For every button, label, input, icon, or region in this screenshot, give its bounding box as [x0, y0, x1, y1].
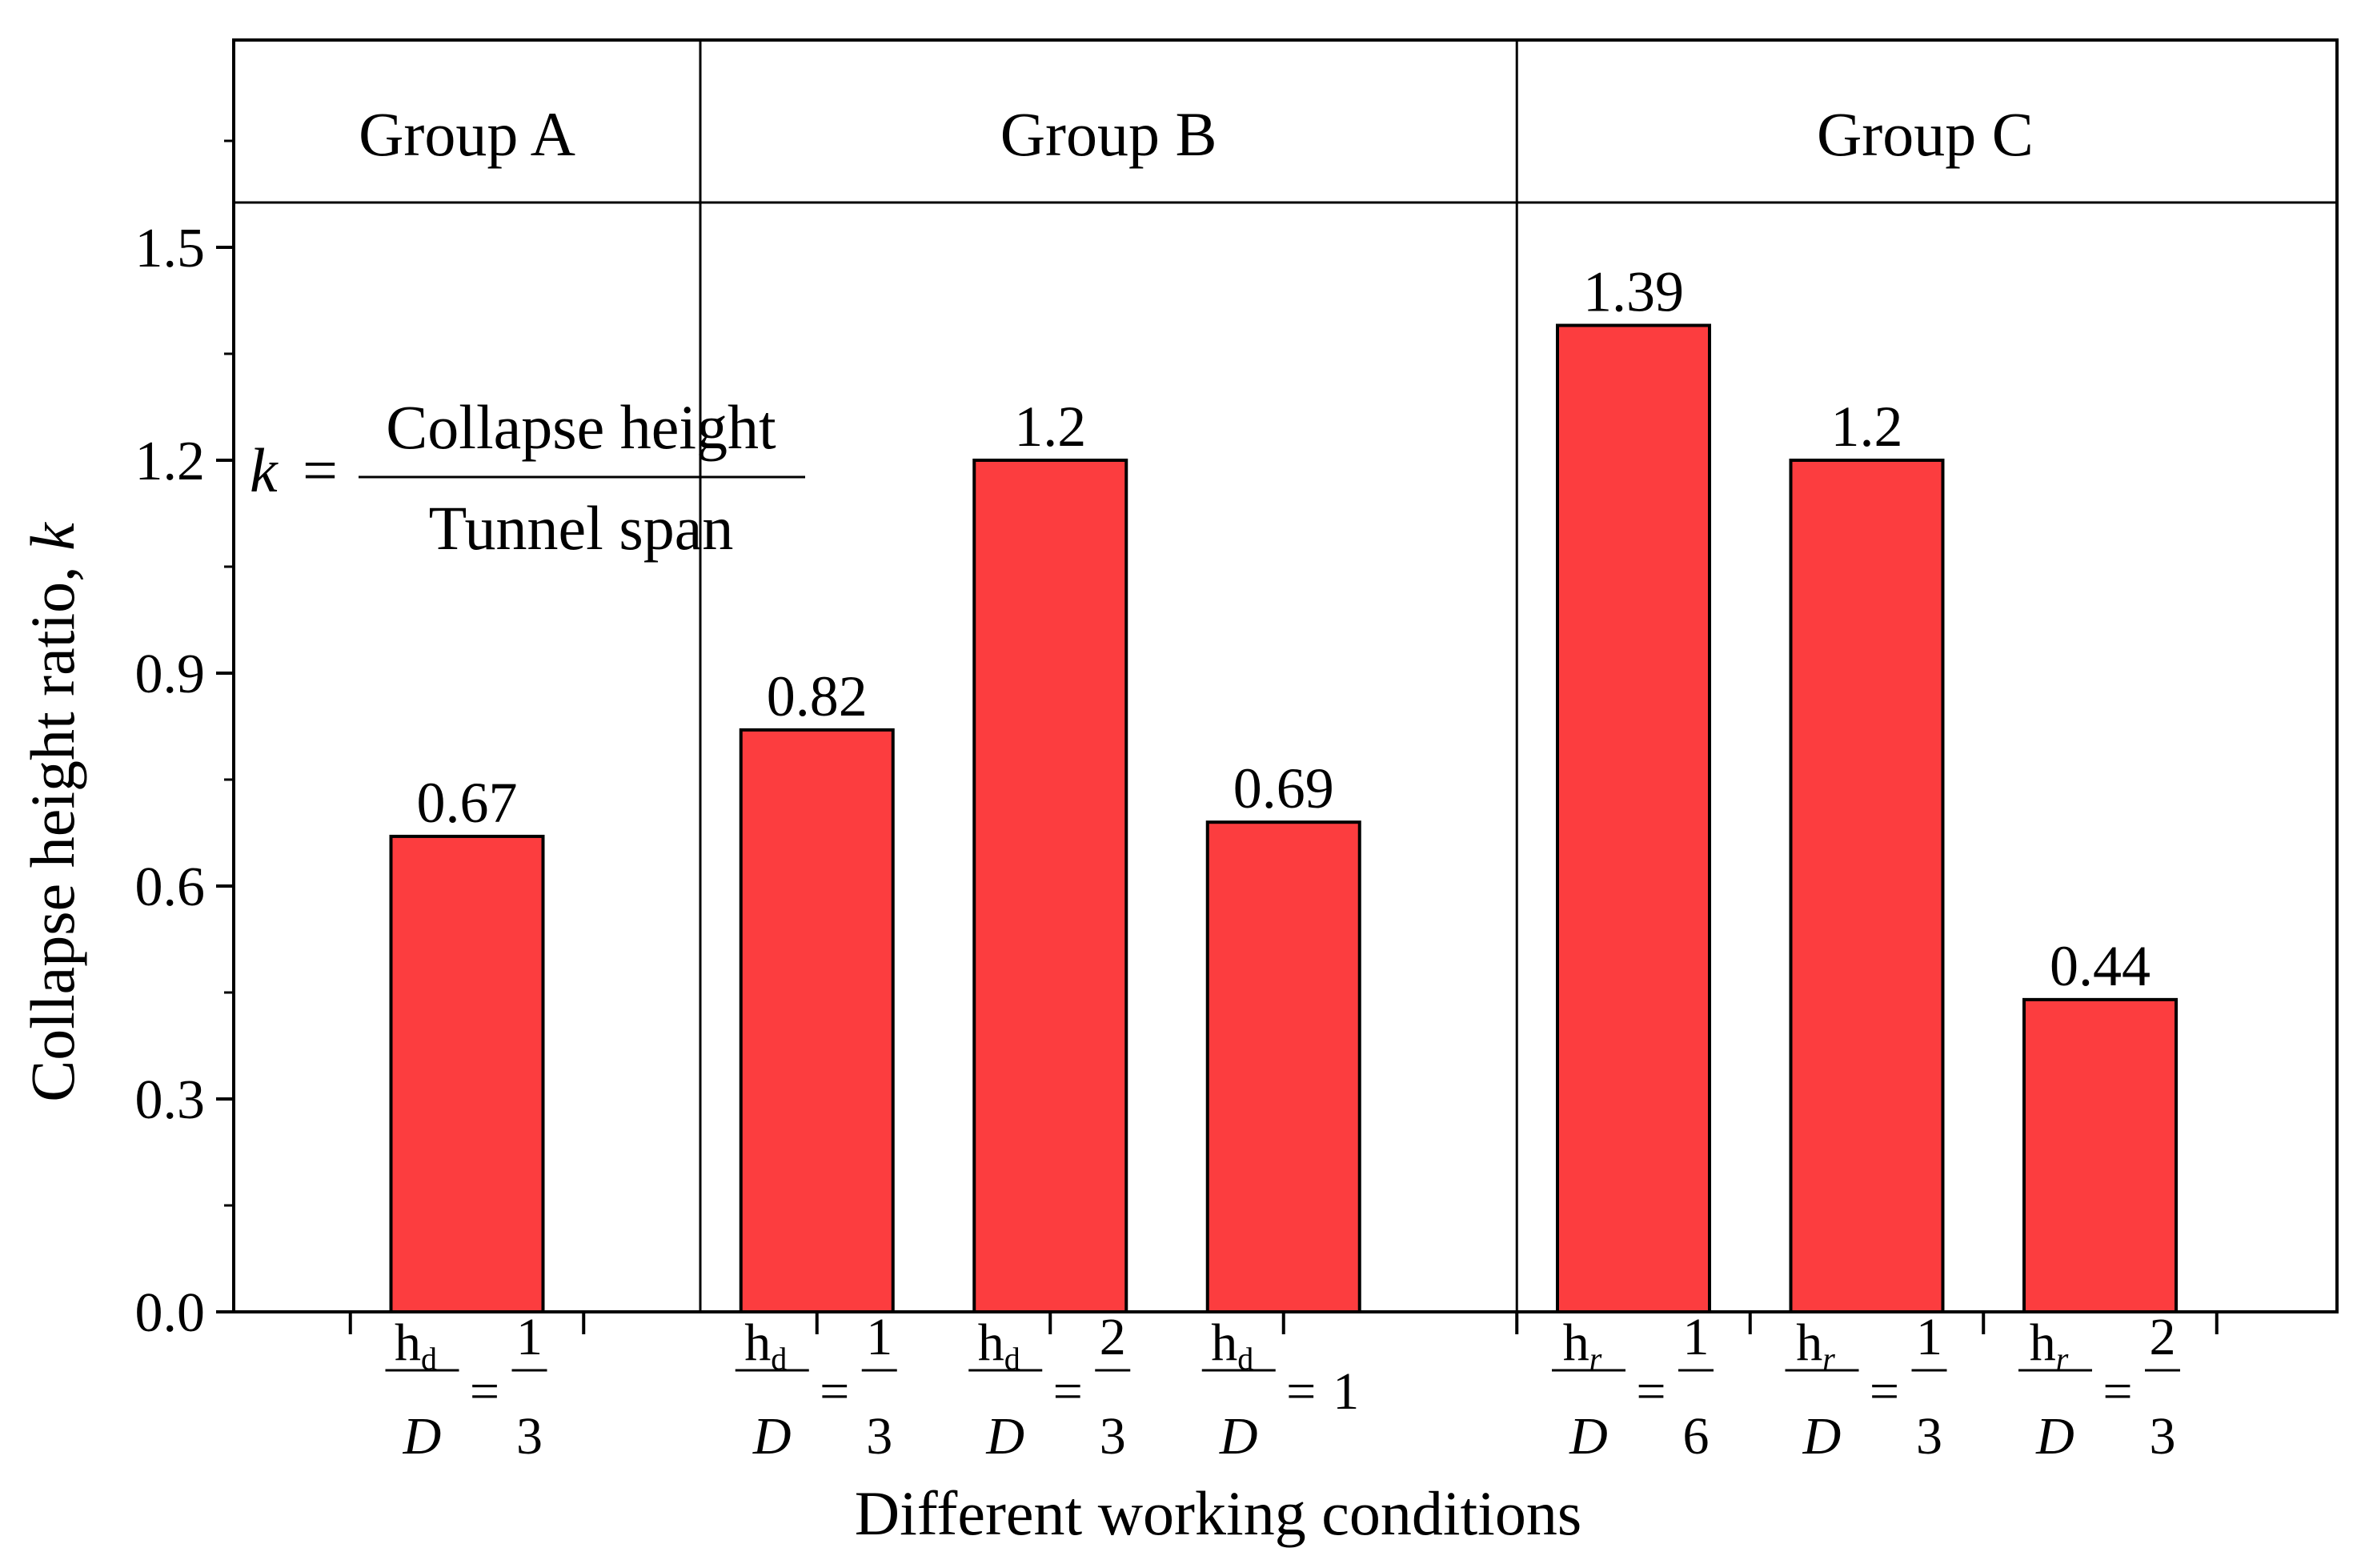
- k-definition-formula: k = Collapse height Tunnel span: [250, 392, 805, 563]
- fraction-numerator: hr: [1563, 1313, 1602, 1377]
- rhs-numerator: 1: [866, 1308, 892, 1366]
- formula-numerator: Collapse height: [386, 392, 776, 462]
- rhs-numerator: 1: [516, 1308, 543, 1366]
- bar: [739, 728, 895, 1313]
- equals-sign: =: [1053, 1362, 1083, 1421]
- x-category-label: hr D = 2 3: [2018, 1308, 2180, 1466]
- formula-lhs: k: [250, 435, 279, 505]
- bar-value-label: 1.2: [1014, 395, 1086, 459]
- formula-denominator: Tunnel span: [429, 493, 734, 563]
- fraction-denominator: D: [1802, 1407, 1842, 1466]
- equals-sign: =: [1636, 1362, 1666, 1421]
- bar-series: [389, 323, 2178, 1314]
- fraction-denominator: D: [985, 1407, 1024, 1466]
- whole-value: 1: [1333, 1362, 1359, 1421]
- rhs-denominator: 3: [516, 1407, 543, 1466]
- fraction-denominator: D: [1569, 1407, 1608, 1466]
- bar-value-label: 0.44: [2050, 934, 2151, 998]
- bar-value-label: 0.67: [417, 771, 518, 835]
- x-axis-title: Different working conditions: [855, 1478, 1581, 1548]
- fraction-numerator: hr: [1796, 1313, 1835, 1377]
- x-category-label: hd D = 2 3: [968, 1308, 1131, 1466]
- rhs-denominator: 3: [1916, 1407, 1942, 1466]
- fraction-numerator: hr: [2030, 1313, 2069, 1377]
- x-category-label: hd D = 1 3: [735, 1308, 897, 1466]
- x-category-label: hr D = 1 6: [1552, 1308, 1714, 1466]
- bar: [1205, 820, 1361, 1313]
- x-category-label: hd D = 1: [1201, 1313, 1359, 1466]
- fraction-numerator: hd: [395, 1313, 437, 1377]
- fraction-denominator: D: [403, 1407, 442, 1466]
- bar-value-label: 0.82: [767, 664, 868, 728]
- y-tick-label: 0.3: [135, 1069, 206, 1131]
- y-axis-title: Collapse height ratio, k: [18, 522, 87, 1102]
- fraction-denominator: D: [2035, 1407, 2074, 1466]
- rhs-numerator: 1: [1683, 1308, 1710, 1366]
- y-tick-label: 0.0: [135, 1282, 206, 1344]
- equals-sign: =: [470, 1362, 499, 1421]
- y-tick-label: 1.2: [135, 431, 206, 492]
- bar: [389, 834, 545, 1313]
- x-axis: hd D = 1 3 hd D = 1 3 hd D = 2 3 hd D = 1 hr D = 1 6 hr D = 1 3 hr D = 2…: [348, 1308, 2219, 1466]
- y-tick-label: 1.5: [135, 218, 206, 279]
- group-header-a: Group A: [359, 99, 575, 169]
- y-tick-label: 0.6: [135, 856, 206, 918]
- group-header-b: Group B: [1000, 99, 1217, 169]
- group-headers: Group A Group B Group C: [359, 99, 2034, 169]
- y-axis: 0.0 0.3 0.6 0.9 1.2 1.5: [135, 139, 234, 1344]
- fraction-numerator: hd: [1211, 1313, 1253, 1377]
- bar-value-label: 1.2: [1831, 395, 1903, 459]
- x-category-label: hd D = 1 3: [385, 1308, 547, 1466]
- equals-sign: =: [2102, 1362, 2132, 1421]
- value-labels: 0.67 0.82 1.2 0.69 1.39 1.2 0.44: [417, 260, 2151, 998]
- fraction-numerator: hd: [744, 1313, 787, 1377]
- rhs-numerator: 2: [2150, 1308, 2176, 1366]
- equals-sign: =: [820, 1362, 849, 1421]
- bar-value-label: 1.39: [1583, 260, 1684, 324]
- rhs-denominator: 3: [2150, 1407, 2176, 1466]
- y-tick-label: 0.9: [135, 644, 206, 705]
- rhs-numerator: 1: [1916, 1308, 1942, 1366]
- rhs-denominator: 6: [1683, 1407, 1710, 1466]
- bar: [1789, 459, 1945, 1313]
- bar: [2022, 997, 2178, 1314]
- group-header-c: Group C: [1817, 99, 2034, 169]
- rhs-denominator: 3: [1100, 1407, 1126, 1466]
- bar: [1556, 323, 1711, 1313]
- x-category-label: hr D = 1 3: [1785, 1308, 1947, 1466]
- rhs-numerator: 2: [1100, 1308, 1126, 1366]
- fraction-numerator: hd: [978, 1313, 1020, 1377]
- bar: [972, 459, 1128, 1313]
- bar-value-label: 0.69: [1233, 756, 1334, 820]
- formula-equals: =: [303, 435, 338, 505]
- equals-sign: =: [1870, 1362, 1899, 1421]
- fraction-denominator: D: [752, 1407, 792, 1466]
- rhs-denominator: 3: [866, 1407, 892, 1466]
- equals-sign: =: [1286, 1362, 1316, 1421]
- fraction-denominator: D: [1219, 1407, 1258, 1466]
